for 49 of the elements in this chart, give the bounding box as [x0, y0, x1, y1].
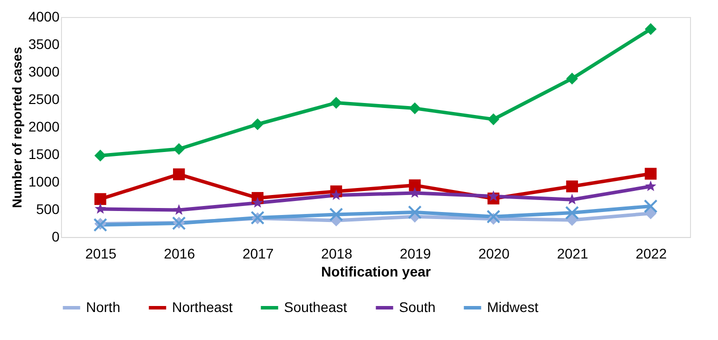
point — [488, 113, 500, 126]
y-tick-label: 500 — [36, 201, 60, 217]
x-tick-label: 2018 — [321, 246, 352, 262]
y-tick-label: 3000 — [28, 64, 60, 80]
point — [252, 118, 264, 130]
y-tick-label: 2500 — [28, 91, 60, 107]
y-axis-title: Number of reported cases — [9, 46, 24, 208]
point — [330, 189, 342, 200]
point — [94, 150, 106, 162]
y-tick-label: 3500 — [28, 36, 60, 52]
point — [488, 190, 500, 202]
x-tick-label: 2015 — [85, 246, 117, 262]
x-tick-label: 2021 — [556, 246, 588, 262]
point — [566, 72, 578, 85]
legend-label: Southeast — [284, 298, 348, 315]
legend-label: North — [86, 298, 120, 315]
point — [329, 208, 344, 222]
point — [644, 168, 657, 180]
x-tick-label: 2017 — [242, 246, 274, 262]
y-tick-label: 2000 — [28, 118, 60, 134]
legend-label: Midwest — [487, 298, 538, 315]
y-tick-label: 4000 — [28, 8, 60, 24]
legend-label: South — [399, 298, 436, 315]
point — [408, 102, 421, 114]
y-tick-label: 0 — [52, 228, 60, 244]
point — [644, 199, 658, 214]
x-tick-label: 2022 — [636, 246, 667, 262]
x-tick-label: 2016 — [164, 246, 196, 262]
point — [173, 143, 185, 155]
x-tick-label: 2020 — [478, 246, 510, 262]
point — [486, 210, 500, 224]
point — [408, 205, 422, 220]
point — [408, 179, 421, 192]
point — [566, 214, 578, 226]
legend-label: Northeast — [172, 298, 233, 315]
point — [566, 180, 578, 192]
x-tick-label: 2019 — [400, 246, 432, 262]
point — [94, 193, 106, 205]
x-axis-title: Notification year — [321, 264, 432, 280]
point — [644, 23, 657, 36]
point — [173, 168, 185, 180]
point — [252, 196, 264, 208]
point — [645, 180, 656, 192]
point — [409, 187, 420, 198]
y-tick-label: 1000 — [28, 174, 60, 190]
point — [94, 203, 106, 214]
y-tick-label: 1500 — [28, 146, 60, 162]
point — [565, 206, 579, 220]
point — [330, 96, 342, 109]
